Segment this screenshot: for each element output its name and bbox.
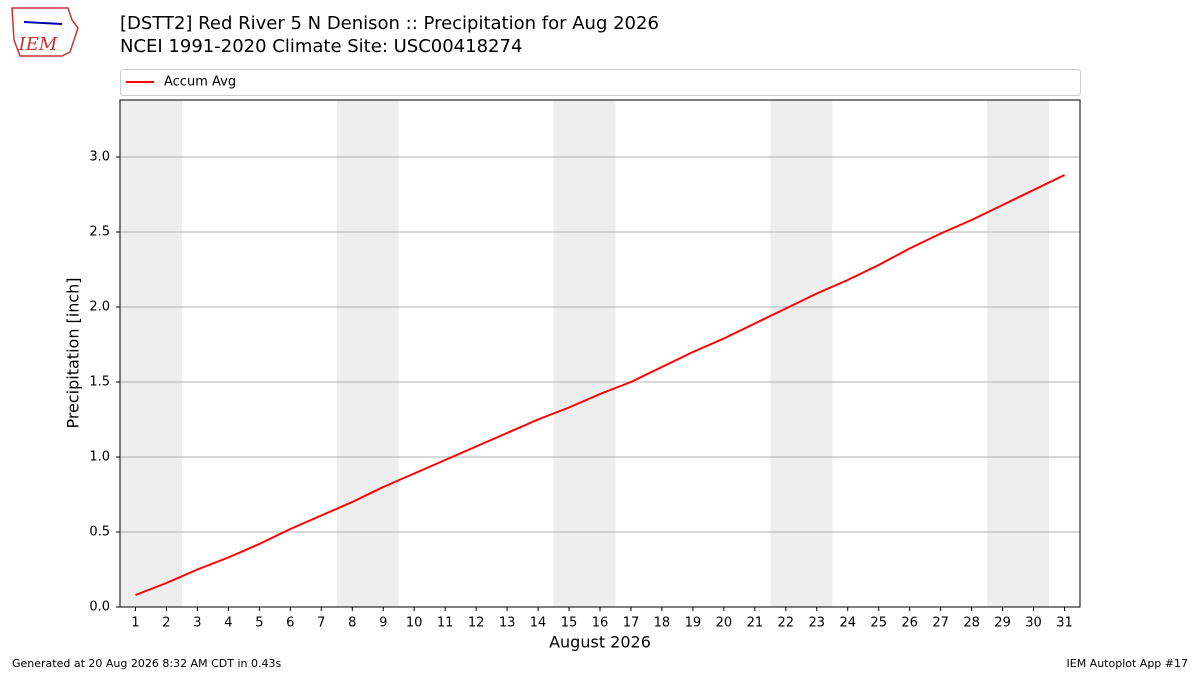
x-tick-label: 3: [193, 616, 201, 631]
x-tick-label: 12: [468, 616, 485, 631]
x-tick-label: 20: [716, 616, 733, 631]
x-tick-label: 8: [348, 616, 356, 631]
chart-subtitle: NCEI 1991-2020 Climate Site: USC00418274: [120, 36, 522, 57]
footer-left: Generated at 20 Aug 2026 8:32 AM CDT in …: [12, 657, 281, 670]
x-tick-label: 9: [379, 616, 387, 631]
logo-line: [23, 21, 63, 25]
x-tick-label: 2: [162, 616, 170, 631]
y-tick-label: 2.0: [89, 300, 110, 315]
y-tick-label: 1.5: [89, 375, 110, 390]
weekend-shade: [336, 100, 399, 607]
weekend-shade: [770, 100, 833, 607]
x-axis-label: August 2026: [549, 633, 651, 652]
y-tick-label: 3.0: [89, 150, 110, 165]
footer-right: IEM Autoplot App #17: [1067, 657, 1189, 670]
chart-title: [DSTT2] Red River 5 N Denison :: Precipi…: [120, 13, 659, 34]
x-tick-label: 16: [592, 616, 609, 631]
x-tick-label: 23: [809, 616, 826, 631]
y-axis-label: Precipitation [inch]: [64, 277, 83, 428]
x-tick-label: 25: [870, 616, 887, 631]
y-tick-label: 2.5: [89, 225, 110, 240]
x-tick-label: 22: [778, 616, 795, 631]
x-tick-label: 21: [747, 616, 764, 631]
x-tick-label: 11: [437, 616, 454, 631]
x-tick-label: 17: [623, 616, 640, 631]
x-tick-label: 13: [499, 616, 516, 631]
x-tick-label: 24: [839, 616, 856, 631]
logo-text: IEM: [18, 34, 58, 55]
x-tick-label: 28: [963, 616, 980, 631]
logo: IEM: [11, 7, 79, 57]
x-tick-label: 31: [1056, 616, 1073, 631]
legend-label: Accum Avg: [164, 75, 236, 90]
x-tick-label: 6: [286, 616, 294, 631]
legend-box: [120, 69, 1081, 96]
plot-frame: [119, 99, 1081, 608]
x-tick-label: 4: [224, 616, 232, 631]
weekend-shade: [553, 100, 616, 607]
x-tick-label: 27: [932, 616, 949, 631]
y-tick-label: 0.0: [89, 600, 110, 615]
series-line: [135, 174, 1065, 596]
y-tick-label: 0.5: [89, 525, 110, 540]
x-tick-label: 18: [654, 616, 671, 631]
x-tick-label: 1: [131, 616, 139, 631]
y-tick-label: 1.0: [89, 450, 110, 465]
x-tick-label: 14: [530, 616, 547, 631]
weekend-shade: [120, 100, 182, 607]
x-tick-label: 15: [561, 616, 578, 631]
x-tick-label: 5: [255, 616, 263, 631]
logo-shape: [11, 7, 79, 57]
x-tick-label: 30: [1025, 616, 1042, 631]
x-tick-label: 26: [901, 616, 918, 631]
x-tick-label: 19: [685, 616, 702, 631]
x-tick-label: 7: [317, 616, 325, 631]
x-tick-label: 10: [406, 616, 423, 631]
weekend-shade: [987, 100, 1050, 607]
x-tick-label: 29: [994, 616, 1011, 631]
